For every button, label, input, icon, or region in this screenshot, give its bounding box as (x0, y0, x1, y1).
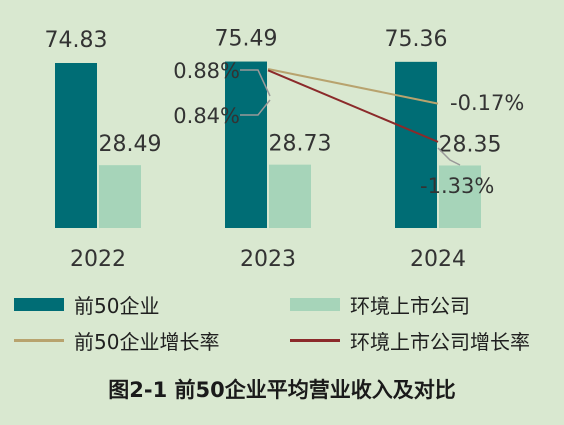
bar-label-top50-2024: 75.36 (385, 27, 448, 52)
growth-label-listed-2023: 0.84% (173, 104, 240, 128)
x-tick-2022: 2022 (70, 247, 126, 272)
x-tick-2023: 2023 (240, 247, 296, 272)
bar-label-listed-2022: 28.49 (99, 132, 162, 157)
leader-line-listed-2023 (240, 99, 271, 116)
growth-label-top50-2023: 0.88% (173, 59, 240, 83)
growth-line-top50 (267, 67, 439, 105)
bar-listed-2022 (99, 165, 141, 228)
bar-top50-2024 (395, 61, 437, 228)
legend-item-top50-growth: 前50企业增长率 (14, 326, 219, 355)
bar-label-listed-2024: 28.35 (439, 132, 502, 157)
leader-line-top50-2023 (240, 69, 271, 97)
legend-item-listed-growth: 环境上市公司增长率 (290, 326, 530, 355)
bar-listed-2023 (269, 164, 311, 228)
legend: 前50企业 环境上市公司 前50企业增长率 环境上市公司增长率 (0, 282, 564, 362)
leader-line-listed-2024 (437, 147, 461, 166)
legend-item-listed: 环境上市公司 (290, 290, 470, 319)
legend-label-listed-growth: 环境上市公司增长率 (350, 330, 530, 354)
legend-item-top50: 前50企业 (14, 290, 159, 319)
x-tick-2024: 2024 (410, 247, 466, 272)
bar-label-top50-2022: 74.83 (45, 28, 108, 53)
bar-label-listed-2023: 28.73 (269, 132, 332, 157)
bar-top50-2023 (225, 61, 267, 228)
growth-label-top50-2024: -0.17% (450, 91, 524, 115)
legend-label-top50-growth: 前50企业增长率 (74, 330, 220, 354)
chart-title: 图2-1 前50企业平均营业收入及对比 (108, 378, 456, 402)
growth-label-listed-2024: -1.33% (420, 174, 494, 198)
legend-swatch-top50 (14, 298, 64, 311)
bar-top50-2022 (55, 63, 97, 228)
growth-line-listed (267, 69, 439, 143)
bar-label-top50-2023: 75.49 (215, 27, 278, 52)
bar-listed-2024 (439, 165, 481, 228)
legend-label-listed: 环境上市公司 (350, 294, 470, 318)
legend-line-listed-growth (290, 339, 340, 342)
legend-label-top50: 前50企业 (74, 294, 160, 318)
legend-line-top50-growth (14, 339, 64, 342)
chart: 2022 2023 2024 74.83 28.49 75.49 28.73 75.36 28.… (45, 27, 525, 272)
legend-swatch-listed (290, 298, 340, 311)
